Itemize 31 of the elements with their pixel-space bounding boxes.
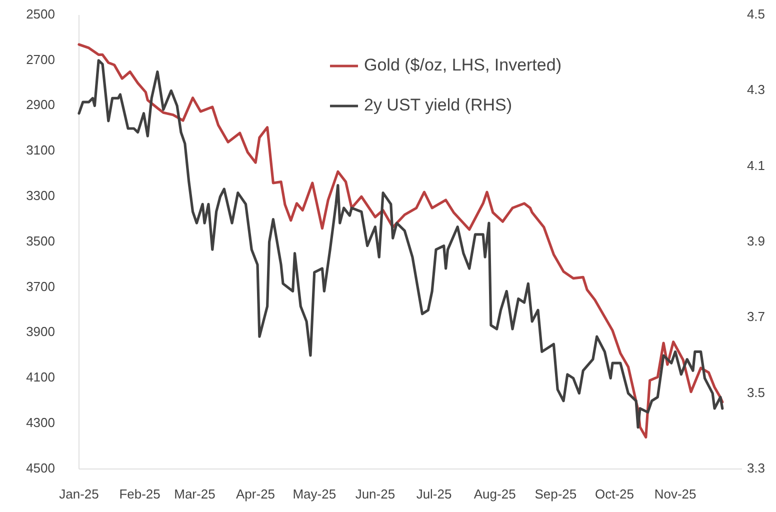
y-tick-label: 3900 xyxy=(26,324,55,340)
y-tick-label: 4500 xyxy=(26,460,55,476)
x-tick-label: Jul-25 xyxy=(416,486,452,502)
y-tick-label: 3300 xyxy=(26,188,55,204)
legend-label: 2y UST yield (RHS) xyxy=(364,95,512,114)
x-tick-label: Feb-25 xyxy=(119,486,160,502)
x-tick-label: Jun-25 xyxy=(355,486,396,502)
y2-tick-label: 3.5 xyxy=(746,384,766,400)
x-tick-label: Jan-25 xyxy=(59,486,99,502)
y2-tick-label: 4.3 xyxy=(746,82,766,98)
y-tick-label: 3700 xyxy=(26,278,55,294)
x-tick-label: Aug-25 xyxy=(474,486,516,502)
x-tick-label: Nov-25 xyxy=(654,486,696,502)
legend-label: Gold ($/oz, LHS, Inverted) xyxy=(364,55,562,74)
y2-tick-label: 3.7 xyxy=(746,309,766,324)
x-tick-label: Mar-25 xyxy=(174,486,216,502)
y2-tick-label: 3.3 xyxy=(746,460,766,476)
x-tick-label: Sep-25 xyxy=(534,486,577,502)
y-tick-label: 3100 xyxy=(26,142,55,158)
y2-tick-label: 4.1 xyxy=(746,158,766,173)
y2-tick-label: 3.9 xyxy=(746,233,766,248)
y-tick-label: 4100 xyxy=(26,370,55,385)
x-tick-label: May-25 xyxy=(292,486,336,502)
y-tick-label: 2700 xyxy=(26,52,55,67)
x-tick-label: Apr-25 xyxy=(236,486,276,502)
y-tick-label: 2900 xyxy=(26,97,55,112)
y-tick-label: 2500 xyxy=(26,6,55,22)
y2-tick-label: 4.5 xyxy=(746,6,766,22)
y-tick-label: 3500 xyxy=(26,233,55,248)
x-tick-label: Oct-25 xyxy=(594,486,634,502)
y-tick-label: 4300 xyxy=(26,415,55,430)
